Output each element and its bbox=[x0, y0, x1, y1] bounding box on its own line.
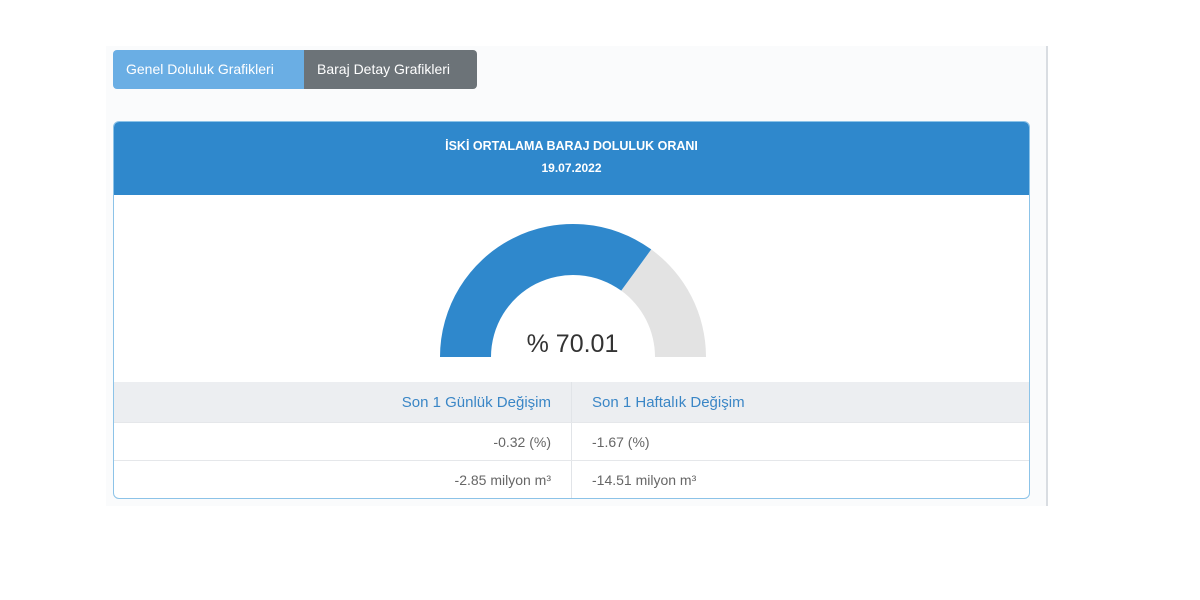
gauge: % 70.01 bbox=[114, 195, 1029, 383]
gauge-track bbox=[621, 249, 706, 357]
table-row: -0.32 (%) -1.67 (%) bbox=[114, 422, 1029, 460]
card-date: 19.07.2022 bbox=[541, 161, 602, 175]
table-row: -2.85 milyon m³ -14.51 milyon m³ bbox=[114, 460, 1029, 498]
card-title: İSKİ ORTALAMA BARAJ DOLULUK ORANI bbox=[445, 139, 698, 153]
fill-rate-card: İSKİ ORTALAMA BARAJ DOLULUK ORANI 19.07.… bbox=[113, 121, 1030, 499]
header-daily-change: Son 1 Günlük Değişim bbox=[114, 382, 572, 422]
change-table: Son 1 Günlük Değişim Son 1 Haftalık Deği… bbox=[114, 382, 1029, 498]
tab-dam-detail-charts[interactable]: Baraj Detay Grafikleri bbox=[304, 50, 477, 89]
weekly-change-volume: -14.51 milyon m³ bbox=[592, 471, 697, 488]
gauge-chart bbox=[440, 223, 706, 357]
daily-change-volume: -2.85 milyon m³ bbox=[114, 461, 572, 498]
tab-general-fill-charts[interactable]: Genel Doluluk Grafikleri bbox=[113, 50, 304, 89]
gauge-value: % 70.01 bbox=[526, 330, 619, 358]
card-header: İSKİ ORTALAMA BARAJ DOLULUK ORANI 19.07.… bbox=[114, 122, 1029, 195]
gauge-fill bbox=[440, 223, 652, 357]
table-header-row: Son 1 Günlük Değişim Son 1 Haftalık Deği… bbox=[114, 382, 1029, 422]
header-weekly-change: Son 1 Haftalık Değişim bbox=[592, 393, 745, 411]
weekly-change-percent: -1.67 (%) bbox=[592, 433, 650, 450]
daily-change-percent: -0.32 (%) bbox=[114, 423, 572, 460]
chart-tabs: Genel Doluluk Grafikleri Baraj Detay Gra… bbox=[113, 50, 477, 89]
